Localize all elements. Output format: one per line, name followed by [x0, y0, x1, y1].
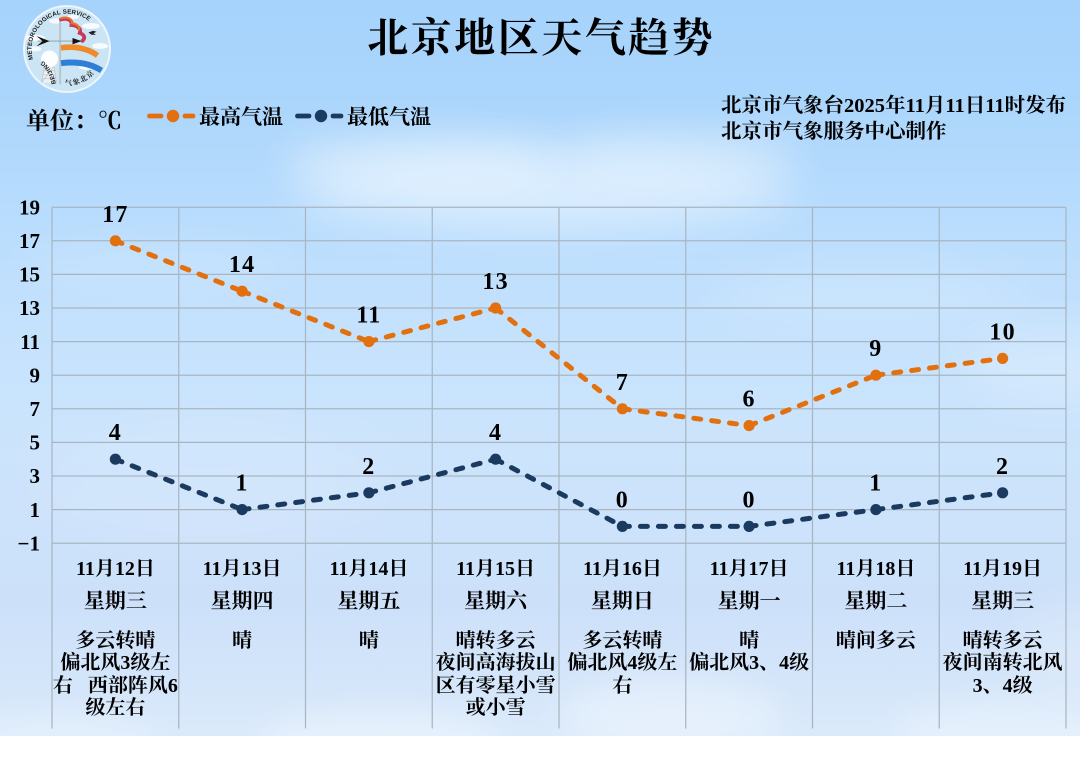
svg-text:2: 2 [362, 454, 375, 480]
svg-text:3: 3 [30, 464, 41, 488]
svg-text:13: 13 [482, 269, 508, 295]
svg-text:14: 14 [229, 252, 255, 278]
svg-text:11: 11 [20, 330, 40, 354]
svg-text:−1: −1 [18, 531, 40, 555]
svg-text:15: 15 [19, 263, 40, 287]
svg-text:5: 5 [30, 431, 41, 455]
svg-text:0: 0 [742, 487, 755, 513]
svg-text:10: 10 [989, 319, 1015, 345]
svg-text:19: 19 [19, 195, 40, 219]
svg-text:2: 2 [996, 454, 1009, 480]
svg-text:17: 17 [102, 202, 128, 228]
svg-text:9: 9 [30, 363, 41, 387]
svg-text:11: 11 [356, 303, 381, 329]
svg-text:17: 17 [19, 229, 40, 253]
svg-text:4: 4 [109, 420, 122, 446]
svg-text:1: 1 [869, 471, 882, 497]
svg-text:4: 4 [489, 420, 502, 446]
svg-text:7: 7 [616, 370, 629, 396]
svg-text:7: 7 [30, 397, 41, 421]
svg-text:6: 6 [742, 387, 755, 413]
svg-text:13: 13 [19, 296, 40, 320]
svg-text:1: 1 [235, 471, 248, 497]
svg-text:9: 9 [869, 336, 882, 362]
svg-text:0: 0 [616, 487, 629, 513]
svg-text:1: 1 [30, 498, 41, 522]
